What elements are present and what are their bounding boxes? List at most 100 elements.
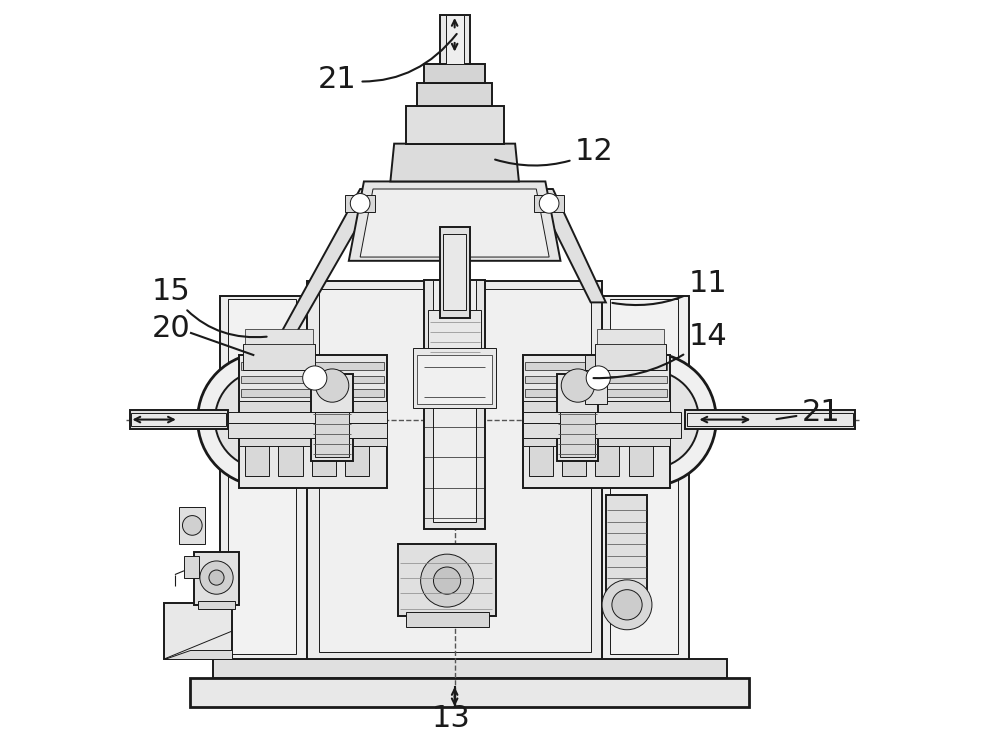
Polygon shape — [390, 144, 519, 181]
Bar — [315, 412, 349, 457]
Text: 21: 21 — [318, 34, 457, 94]
Bar — [345, 195, 375, 212]
Polygon shape — [534, 189, 606, 302]
Text: 20: 20 — [152, 314, 191, 343]
Bar — [433, 280, 476, 522]
Bar — [585, 370, 607, 404]
Bar — [523, 423, 681, 438]
Bar — [190, 678, 749, 707]
Bar — [417, 83, 492, 106]
Bar — [239, 355, 387, 488]
Bar — [523, 401, 670, 412]
Bar — [560, 412, 594, 457]
Bar — [594, 344, 666, 370]
Bar — [194, 552, 239, 605]
Circle shape — [200, 561, 233, 594]
Bar — [595, 435, 619, 476]
Bar — [312, 435, 336, 476]
Bar — [241, 389, 384, 397]
Circle shape — [421, 554, 474, 607]
Bar — [424, 64, 485, 83]
Text: 13: 13 — [431, 704, 470, 733]
Bar — [164, 603, 232, 659]
Bar — [424, 280, 485, 529]
Bar — [523, 355, 670, 488]
Bar — [307, 281, 602, 659]
Bar — [685, 410, 855, 429]
Circle shape — [241, 397, 287, 442]
Bar — [610, 299, 678, 654]
Circle shape — [433, 567, 461, 594]
Text: 14: 14 — [593, 322, 727, 378]
Bar — [278, 435, 303, 476]
Bar — [239, 431, 387, 446]
Circle shape — [198, 353, 331, 486]
Bar — [198, 601, 235, 609]
Circle shape — [586, 366, 610, 390]
Bar — [523, 412, 681, 423]
Bar — [446, 15, 464, 64]
Bar — [629, 435, 653, 476]
Bar — [184, 556, 199, 578]
Bar — [606, 495, 647, 605]
Bar — [413, 348, 496, 408]
Bar — [228, 423, 387, 438]
Bar — [525, 376, 667, 383]
Bar — [243, 344, 315, 370]
Polygon shape — [277, 189, 379, 340]
Circle shape — [303, 366, 327, 390]
Circle shape — [316, 369, 349, 402]
Bar — [213, 659, 727, 678]
Circle shape — [612, 590, 642, 620]
Circle shape — [215, 370, 313, 469]
Polygon shape — [360, 189, 549, 257]
Circle shape — [182, 516, 202, 535]
Bar — [525, 362, 667, 370]
Bar — [417, 355, 492, 404]
Bar — [319, 289, 591, 652]
Bar — [440, 15, 470, 64]
Bar — [131, 413, 226, 426]
Text: 21: 21 — [776, 398, 841, 426]
Bar — [443, 234, 466, 310]
Bar — [406, 106, 504, 144]
Polygon shape — [164, 650, 232, 659]
Bar — [345, 435, 369, 476]
Bar — [585, 355, 607, 370]
Bar — [406, 612, 489, 627]
Circle shape — [539, 194, 559, 213]
Circle shape — [350, 194, 370, 213]
Circle shape — [602, 580, 652, 630]
Circle shape — [601, 370, 699, 469]
Bar — [534, 195, 564, 212]
Circle shape — [627, 397, 672, 442]
Bar — [597, 329, 664, 344]
Bar — [241, 362, 384, 370]
Bar — [245, 435, 269, 476]
Bar — [245, 329, 313, 344]
Circle shape — [583, 353, 716, 486]
Bar — [130, 410, 228, 429]
Bar — [220, 296, 307, 659]
Bar — [179, 507, 205, 544]
Bar — [562, 435, 586, 476]
Text: 11: 11 — [612, 269, 727, 305]
Bar — [398, 544, 496, 616]
Circle shape — [561, 369, 594, 402]
Bar — [311, 374, 353, 461]
Bar — [602, 296, 689, 659]
Bar — [239, 401, 387, 412]
Bar — [529, 435, 553, 476]
Text: 15: 15 — [152, 277, 267, 337]
Bar — [523, 431, 670, 446]
Polygon shape — [349, 181, 560, 261]
Text: 12: 12 — [495, 137, 614, 166]
Bar — [525, 389, 667, 397]
Bar — [557, 374, 598, 461]
Circle shape — [209, 570, 224, 585]
Bar — [440, 227, 470, 318]
Bar — [241, 376, 384, 383]
Bar — [428, 310, 481, 355]
Bar — [687, 413, 853, 426]
Bar — [228, 299, 296, 654]
